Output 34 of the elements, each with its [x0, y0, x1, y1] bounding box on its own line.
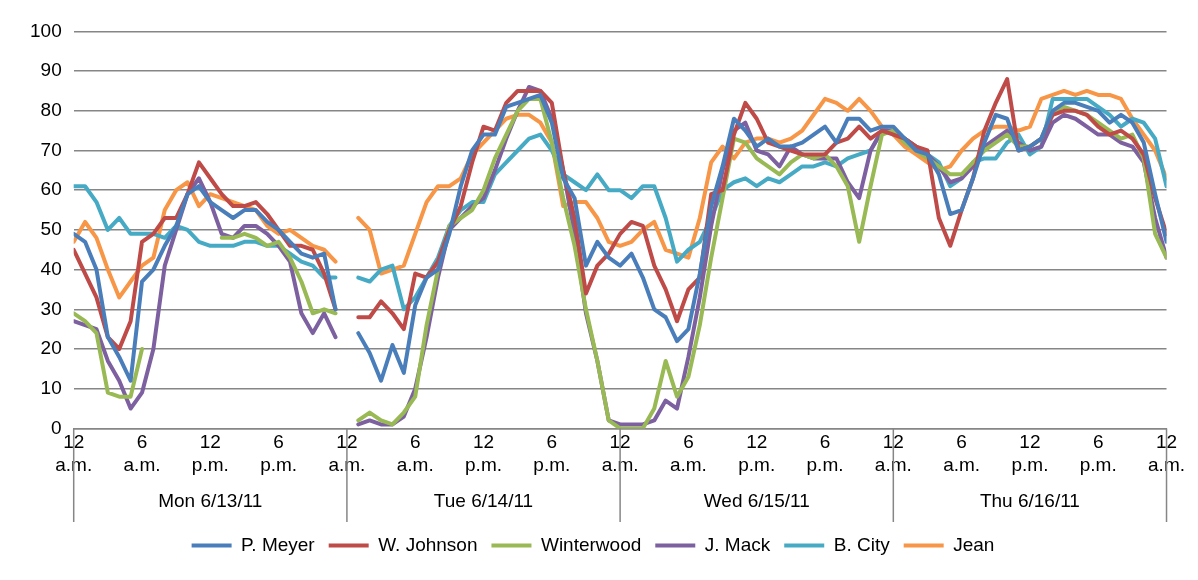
legend-label: Winterwood [540, 533, 642, 555]
x-tick-label: 12 p.m. [1011, 431, 1049, 475]
x-tick-label: 6 p.m. [806, 431, 844, 475]
x-tick-label: 6 p.m. [1079, 431, 1117, 475]
x-tick-label: 12 p.m. [738, 431, 776, 475]
legend-label: Jean [953, 533, 995, 555]
y-tick-label: 100 [30, 19, 62, 41]
x-tick-label: 12 p.m. [465, 431, 502, 475]
text: Wed 6/15/11 [703, 490, 810, 512]
y-tick-label: 50 [40, 218, 62, 240]
y-tick-label: 60 [40, 178, 62, 200]
text: Mon 6/13/11 [158, 490, 263, 512]
y-tick-label: 30 [40, 297, 62, 319]
y-tick-label: 20 [40, 337, 62, 359]
legend-label: J. Mack [704, 533, 771, 555]
legend-label: W. Johnson [378, 533, 478, 555]
text: Tue 6/14/11 [433, 490, 534, 512]
x-tick-label: 12 a.m. [601, 431, 639, 475]
x-tick-label: 6 a.m. [669, 431, 707, 475]
x-tick-label: 6 a.m. [123, 431, 161, 475]
x-tick-label: 6 a.m. [396, 431, 434, 475]
x-tick-label: 12 p.m. [191, 431, 229, 475]
y-tick-label: 90 [40, 59, 62, 81]
legend-label: P. Meyer [241, 533, 316, 555]
y-tick-label: 10 [40, 376, 62, 398]
x-tick-label: 12 a.m. [328, 431, 366, 475]
x-tick-label: 6 a.m. [943, 431, 981, 475]
y-tick-label: 70 [40, 138, 62, 160]
x-tick-label: 6 p.m. [533, 431, 571, 475]
legend-label: B. City [833, 533, 891, 555]
y-tick-label: 40 [40, 257, 62, 279]
text: Thu 6/16/11 [979, 490, 1080, 512]
x-tick-label: 6 p.m. [260, 431, 298, 475]
y-tick-label: 80 [40, 99, 62, 121]
